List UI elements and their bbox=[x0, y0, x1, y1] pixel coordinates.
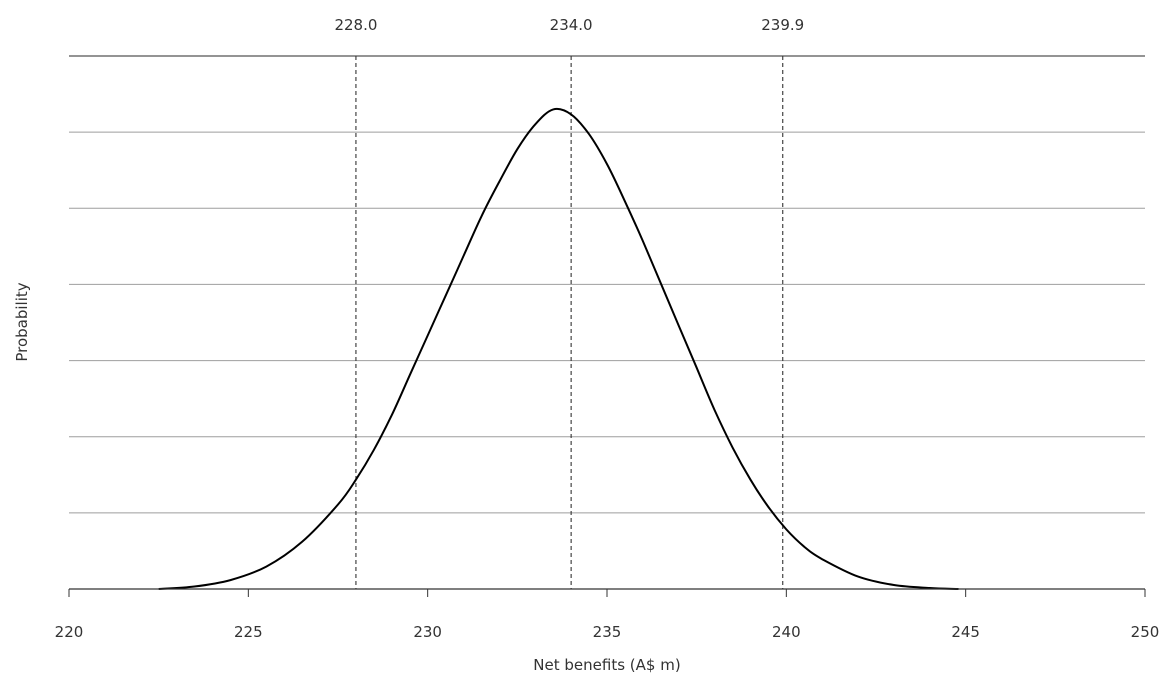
grid-lines bbox=[69, 55, 1145, 514]
series-layer bbox=[158, 107, 959, 590]
x-tick-label: 235 bbox=[593, 623, 622, 641]
reference-lines: 228.0 234.0 239.9 bbox=[334, 16, 804, 589]
x-tick-label: 225 bbox=[234, 623, 263, 641]
reference-line-label: 234.0 bbox=[550, 16, 593, 34]
axis-labels: Net benefits (A$ m) Probability bbox=[13, 282, 681, 674]
density-curve bbox=[158, 107, 959, 590]
x-axis-title: Net benefits (A$ m) bbox=[533, 656, 680, 674]
x-axis: 220 225 230 235 240 245 250 bbox=[55, 588, 1160, 641]
x-tick-label: 220 bbox=[55, 623, 84, 641]
x-tick-label: 230 bbox=[413, 623, 442, 641]
reference-line-label: 228.0 bbox=[334, 16, 377, 34]
x-tick-label: 250 bbox=[1131, 623, 1160, 641]
y-axis-title: Probability bbox=[13, 282, 31, 361]
x-tick-label: 245 bbox=[951, 623, 980, 641]
reference-line-label: 239.9 bbox=[761, 16, 804, 34]
x-tick-label: 240 bbox=[772, 623, 801, 641]
